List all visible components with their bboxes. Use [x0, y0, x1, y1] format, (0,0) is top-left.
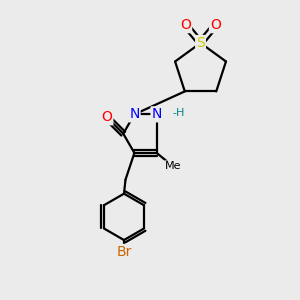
Text: O: O: [180, 18, 191, 32]
Text: Me: Me: [165, 161, 181, 171]
Text: Br: Br: [116, 245, 132, 259]
Text: -H: -H: [172, 108, 184, 118]
Text: O: O: [210, 18, 221, 32]
Text: S: S: [196, 36, 205, 50]
Text: N: N: [129, 107, 140, 121]
Text: O: O: [101, 110, 112, 124]
Text: N: N: [152, 107, 162, 121]
